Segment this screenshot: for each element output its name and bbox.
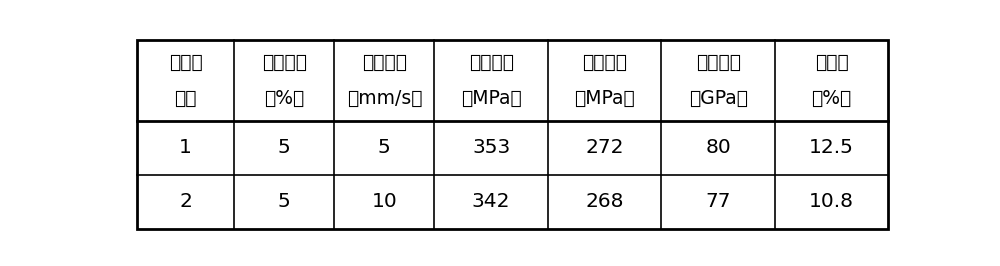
Text: 抗拉强度: 抗拉强度 xyxy=(469,53,514,72)
Text: 5: 5 xyxy=(278,139,291,157)
Text: 2: 2 xyxy=(179,192,192,211)
Text: 268: 268 xyxy=(585,192,624,211)
Text: （mm/s）: （mm/s） xyxy=(347,89,422,108)
Text: 10: 10 xyxy=(371,192,397,211)
Text: 伸长率: 伸长率 xyxy=(815,53,848,72)
Text: 送丝速度: 送丝速度 xyxy=(362,53,407,72)
Text: 77: 77 xyxy=(705,192,731,211)
Text: （%）: （%） xyxy=(264,89,304,108)
Text: 质量分数: 质量分数 xyxy=(262,53,307,72)
Text: 弹性模量: 弹性模量 xyxy=(696,53,741,72)
Text: 80: 80 xyxy=(705,139,731,157)
Text: 12.5: 12.5 xyxy=(809,139,854,157)
Text: 342: 342 xyxy=(472,192,510,211)
Text: 实施例: 实施例 xyxy=(169,53,202,72)
Text: 1: 1 xyxy=(179,139,192,157)
Text: （GPa）: （GPa） xyxy=(689,89,748,108)
Text: 5: 5 xyxy=(378,139,391,157)
Text: 屈服强度: 屈服强度 xyxy=(582,53,627,72)
Text: （MPa）: （MPa） xyxy=(574,89,635,108)
Text: （MPa）: （MPa） xyxy=(461,89,521,108)
Text: 353: 353 xyxy=(472,139,510,157)
Text: 5: 5 xyxy=(278,192,291,211)
Text: 272: 272 xyxy=(585,139,624,157)
Text: 编号: 编号 xyxy=(174,89,197,108)
Text: 10.8: 10.8 xyxy=(809,192,854,211)
Text: （%）: （%） xyxy=(811,89,852,108)
